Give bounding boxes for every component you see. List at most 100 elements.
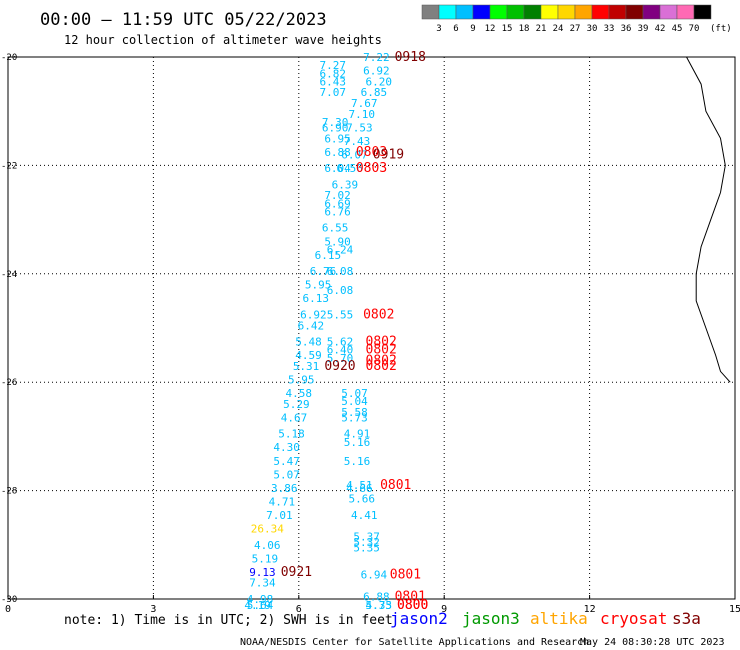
pass-time-label: 0803 bbox=[356, 145, 387, 160]
wave-height-label: 5.07 bbox=[273, 468, 300, 481]
wave-height-label: 7.10 bbox=[349, 108, 376, 121]
pass-time-label: 0919 bbox=[373, 148, 404, 163]
colorbar-tick-label: 6 bbox=[453, 24, 458, 34]
colorbar-swatch bbox=[659, 4, 678, 20]
wave-height-label: 6.92 bbox=[300, 308, 327, 321]
y-tick-label: -28 bbox=[1, 487, 17, 497]
colorbar-tick-label: 30 bbox=[587, 24, 598, 34]
wave-height-label: 5.95 bbox=[288, 373, 315, 386]
wave-height-label: 26.34 bbox=[251, 523, 284, 536]
wave-height-label: 5.64 bbox=[247, 599, 274, 612]
chart-title: 00:00 — 11:59 UTC 05/22/2023 bbox=[40, 10, 327, 30]
colorbar-swatch bbox=[472, 4, 491, 20]
colorbar-swatch bbox=[438, 4, 457, 20]
pass-time-label: 0918 bbox=[395, 50, 426, 65]
color-scale-bar: 3 6 9 12 15 18 21 24 27 30 33 36 39 42 45 70 bbox=[421, 4, 712, 34]
wave-height-label: 6.39 bbox=[332, 178, 359, 191]
wave-height-label: 6.56 bbox=[336, 162, 363, 175]
x-tick-label: 12 bbox=[584, 604, 596, 615]
wave-height-label: 7.07 bbox=[319, 86, 346, 99]
wave-height-label: 4.71 bbox=[269, 495, 296, 508]
colorbar-tick-label: 21 bbox=[536, 24, 547, 34]
wave-height-label: 5.95 bbox=[305, 279, 332, 292]
wave-height-label: 6.07 bbox=[341, 149, 368, 162]
wave-height-label: 4.59 bbox=[295, 349, 322, 362]
legend-jason3: jason3 bbox=[462, 609, 520, 628]
pass-time-label: 0802 bbox=[366, 354, 397, 369]
wave-height-label: 5.66 bbox=[349, 493, 376, 506]
y-tick-label: -24 bbox=[1, 270, 17, 280]
wave-height-label: 9.13 bbox=[249, 566, 276, 579]
wave-height-label: 6.92 bbox=[363, 65, 390, 78]
wave-height-label: 6.08 bbox=[327, 284, 354, 297]
colorbar-tick-label: 18 bbox=[519, 24, 530, 34]
wave-height-label: 5.32 bbox=[353, 536, 380, 549]
wave-height-label: 4.06 bbox=[254, 539, 281, 552]
wave-height-label: 5.62 bbox=[327, 336, 354, 349]
colorbar-swatch bbox=[489, 4, 508, 20]
wave-height-label: 5.47 bbox=[273, 455, 300, 468]
colorbar-tick-label: 33 bbox=[604, 24, 615, 34]
wave-height-label: 4.41 bbox=[351, 509, 378, 522]
legend-s3a: s3a bbox=[672, 609, 701, 628]
wave-height-label: 4.67 bbox=[281, 411, 308, 424]
colorbar-swatch bbox=[421, 4, 440, 20]
wave-height-label: 6.82 bbox=[319, 67, 346, 80]
wave-height-label: 7.02 bbox=[324, 189, 351, 202]
wave-height-label: 4.75 bbox=[366, 599, 393, 612]
colorbar-swatch bbox=[591, 4, 610, 20]
wave-height-label: 6.90 bbox=[322, 121, 349, 134]
wave-height-label: 5.37 bbox=[353, 531, 380, 544]
wave-height-label: 5.33 bbox=[366, 599, 393, 612]
satellite-legend: jason2 jason3 altika cryosat s3a bbox=[390, 609, 701, 628]
wave-height-label: 4.51 bbox=[346, 479, 373, 492]
plot-frame bbox=[7, 56, 736, 600]
colorbar-tick-label: 27 bbox=[570, 24, 581, 34]
wave-height-label: 4.30 bbox=[273, 441, 300, 454]
pass-time-label: 0801 bbox=[390, 568, 421, 583]
wave-height-label: 6.40 bbox=[327, 344, 354, 357]
wave-height-label: 4.91 bbox=[344, 428, 371, 441]
wave-height-label: 6.15 bbox=[315, 249, 342, 262]
pass-time-label: 0802 bbox=[366, 335, 397, 350]
wave-height-label: 6.24 bbox=[327, 243, 354, 256]
colorbar-swatch bbox=[608, 4, 627, 20]
y-axis-ticks: -20 -22 -24 -26 -28 -30 bbox=[1, 53, 17, 605]
wave-height-label: 6.42 bbox=[298, 319, 325, 332]
wave-height-label: 5.18 bbox=[278, 428, 305, 441]
pass-time-label: 0802 bbox=[366, 343, 397, 358]
wave-height-label: 7.30 bbox=[322, 116, 349, 129]
colorbar-tick-label: 12 bbox=[485, 24, 496, 34]
colorbar-swatch bbox=[557, 4, 576, 20]
colorbar-unit: (ft) bbox=[710, 24, 732, 34]
coastline-path bbox=[686, 56, 731, 383]
x-tick-label: 3 bbox=[150, 604, 156, 615]
pass-time-label: 0802 bbox=[363, 307, 394, 322]
wave-height-label: 4.98 bbox=[247, 593, 274, 606]
footer-credit: NOAA/NESDIS Center for Satellite Applica… bbox=[240, 637, 589, 648]
wave-height-label: 5.90 bbox=[324, 235, 351, 248]
colorbar-swatch bbox=[506, 4, 525, 20]
colorbar-tick-label: 39 bbox=[638, 24, 649, 34]
chart-subtitle: 12 hour collection of altimeter wave hei… bbox=[64, 33, 382, 47]
legend-cryosat: cryosat bbox=[600, 609, 667, 628]
pass-time-label: 0803 bbox=[356, 161, 387, 176]
wave-height-label: 6.88 bbox=[324, 146, 351, 159]
footer-note: note: 1) Time is in UTC; 2) SWH is in fe… bbox=[64, 613, 393, 628]
wave-height-label: 6.85 bbox=[361, 86, 388, 99]
legend-altika: altika bbox=[530, 609, 588, 628]
pass-time-label: 0801 bbox=[395, 589, 426, 604]
wave-height-label: 3.86 bbox=[271, 482, 298, 495]
pass-time-label: 0801 bbox=[380, 478, 411, 493]
wave-height-label: 7.22 bbox=[363, 51, 390, 64]
wave-height-label: 5.55 bbox=[327, 308, 354, 321]
colorbar-swatch bbox=[540, 4, 559, 20]
wave-height-label: 5.29 bbox=[283, 398, 310, 411]
colorbar-swatch bbox=[625, 4, 644, 20]
x-tick-label: 0 bbox=[5, 604, 11, 615]
wave-height-label: 7.01 bbox=[266, 509, 293, 522]
wave-height-label: 7.27 bbox=[319, 59, 346, 72]
wave-height-label: 5.73 bbox=[341, 411, 368, 424]
wave-height-label: 5.48 bbox=[295, 336, 322, 349]
legend-jason2: jason2 bbox=[390, 609, 448, 628]
